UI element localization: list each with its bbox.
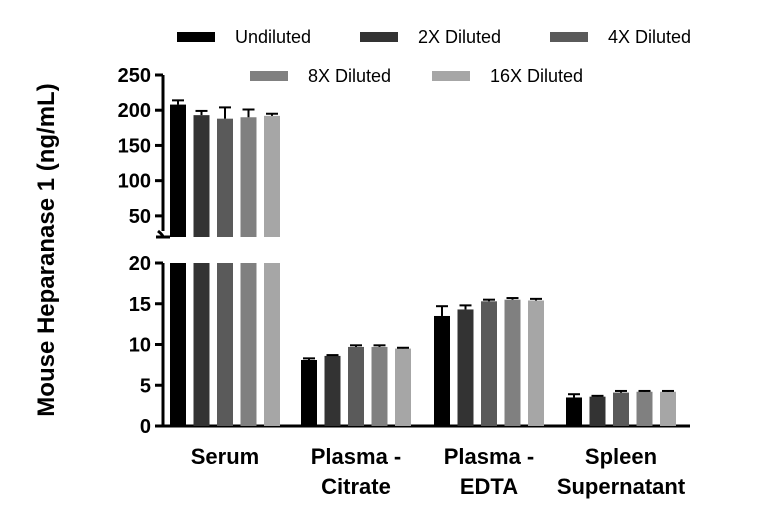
legend: Undiluted 2X Diluted 4X Diluted 8X Diluted 1… (177, 27, 691, 86)
bar (613, 392, 629, 426)
y-tick-label: 150 (118, 135, 151, 157)
legend-label: 16X Diluted (490, 66, 583, 86)
y-axis-label: Mouse Heparanase 1 (ng/mL) (33, 83, 60, 416)
x-tick-label: Plasma - (311, 444, 402, 469)
y-tick-label: 250 (118, 65, 151, 87)
bar (170, 263, 186, 426)
x-tick-label: Spleen (585, 444, 657, 469)
legend-label: 8X Diluted (308, 66, 391, 86)
bar (264, 263, 280, 426)
bar (348, 346, 364, 426)
x-tick-label: Serum (191, 444, 259, 469)
bar (660, 391, 676, 426)
bar (395, 348, 411, 426)
bar (434, 315, 450, 426)
bar (217, 118, 233, 237)
y-tick-label: 15 (129, 294, 151, 316)
bar (481, 301, 497, 426)
legend-label: 4X Diluted (608, 27, 691, 47)
bar (193, 115, 210, 237)
y-tick-label: 0 (140, 416, 151, 438)
x-axis-labels: Serum Plasma - Citrate Plasma - EDTA Spleen Su… (191, 444, 686, 499)
x-tick-label: Supernatant (557, 474, 686, 499)
bar (264, 115, 280, 237)
legend-label: Undiluted (235, 27, 311, 47)
bar (324, 355, 341, 426)
y-tick-label: 50 (129, 206, 151, 228)
y-tick-label: 100 (118, 171, 151, 193)
bars (170, 104, 676, 426)
y-tick-label: 5 (140, 375, 151, 397)
bar (170, 104, 186, 237)
legend-swatch (177, 32, 215, 42)
legend-swatch (550, 32, 588, 42)
bar (240, 263, 257, 426)
bar (301, 359, 317, 426)
bar (566, 397, 582, 426)
bar (193, 263, 210, 426)
bar (589, 396, 606, 426)
y-tick-label: 200 (118, 100, 151, 122)
x-tick-label: EDTA (460, 474, 518, 499)
bar (636, 391, 653, 426)
y-tick-label: 20 (129, 253, 151, 275)
legend-swatch (250, 71, 288, 81)
bar (457, 309, 474, 426)
x-tick-label: Citrate (321, 474, 391, 499)
x-tick-label: Plasma - (444, 444, 535, 469)
error-bars (172, 99, 674, 398)
legend-label: 2X Diluted (418, 27, 501, 47)
bar (504, 299, 521, 426)
y-tick-label: 10 (129, 335, 151, 357)
bar (217, 263, 233, 426)
bar (371, 346, 388, 426)
legend-swatch (432, 71, 470, 81)
bar (528, 300, 544, 426)
legend-swatch (360, 32, 398, 42)
bar (240, 117, 257, 237)
